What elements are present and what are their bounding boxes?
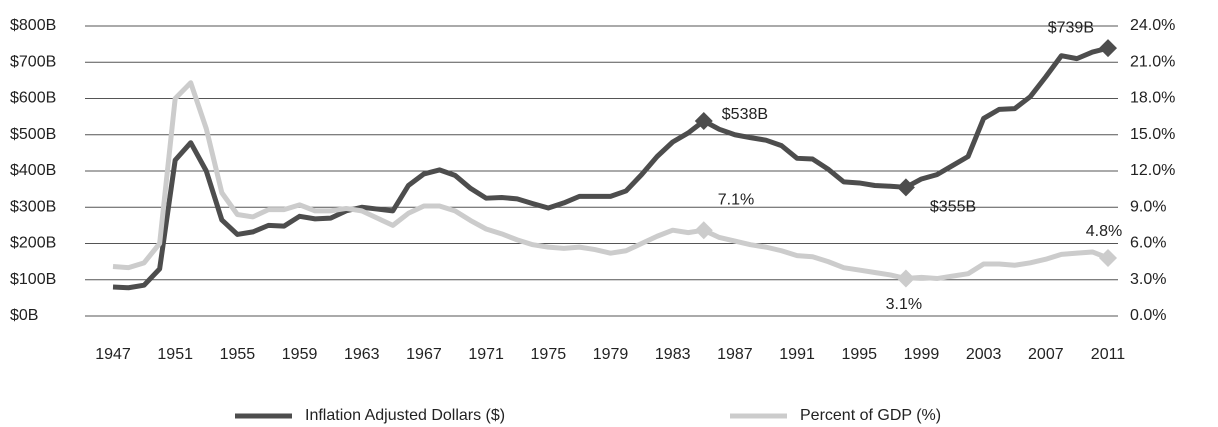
x-tick-label: 1947: [95, 346, 131, 363]
data-line: [112, 45, 1109, 291]
value-label: $355B: [930, 199, 976, 216]
point-marker: [896, 269, 915, 288]
y2-tick-label: 18.0%: [1130, 90, 1175, 107]
x-tick-label: 1971: [468, 346, 504, 363]
x-tick-label: 1991: [779, 346, 815, 363]
x-tick-label: 1999: [904, 346, 940, 363]
value-label: 7.1%: [718, 191, 754, 208]
x-tick-label: 1951: [157, 346, 193, 363]
y-tick-label: $100B: [10, 271, 56, 288]
point-marker: [694, 221, 713, 240]
x-tick-label: 1959: [282, 346, 318, 363]
point-marker: [694, 111, 713, 130]
y2-tick-label: 9.0%: [1130, 198, 1166, 215]
x-tick-label: 2003: [966, 346, 1002, 363]
data-line: [112, 80, 1109, 282]
x-tick-label: 2007: [1028, 346, 1064, 363]
x-tick-label: 1987: [717, 346, 753, 363]
x-tick-label: 1975: [531, 346, 567, 363]
y-tick-label: $600B: [10, 90, 56, 107]
y-tick-label: $400B: [10, 162, 56, 179]
point-marker: [896, 178, 915, 197]
value-label: $739B: [1048, 19, 1094, 36]
y2-tick-label: 3.0%: [1130, 271, 1166, 288]
y2-tick-label: 21.0%: [1130, 53, 1175, 70]
x-tick-label: 2011: [1091, 346, 1126, 363]
x-tick-label: 1983: [655, 346, 691, 363]
y-tick-label: $700B: [10, 53, 56, 70]
value-label: 4.8%: [1086, 223, 1122, 240]
point-marker: [1099, 249, 1117, 267]
x-tick-label: 1967: [406, 346, 442, 363]
y2-tick-label: 12.0%: [1130, 162, 1175, 179]
y-tick-label: $300B: [10, 198, 56, 215]
x-tick-label: 1963: [344, 346, 380, 363]
y2-tick-label: 24.0%: [1130, 17, 1175, 34]
value-label: $538B: [722, 106, 768, 123]
x-tick-label: 1979: [593, 346, 629, 363]
value-label: 3.1%: [886, 296, 922, 313]
y-tick-label: $0B: [10, 307, 38, 324]
y-tick-label: $800B: [10, 17, 56, 34]
y2-tick-label: 0.0%: [1130, 307, 1166, 324]
x-tick-label: 1955: [220, 346, 256, 363]
y2-tick-label: 15.0%: [1130, 126, 1175, 143]
x-tick-label: 1995: [841, 346, 877, 363]
y-tick-label: $200B: [10, 235, 56, 252]
y2-tick-label: 6.0%: [1130, 235, 1166, 252]
y-tick-label: $500B: [10, 126, 56, 143]
point-marker: [1099, 39, 1117, 58]
legend-label: Inflation Adjusted Dollars ($): [305, 407, 505, 424]
legend-label: Percent of GDP (%): [800, 407, 941, 424]
